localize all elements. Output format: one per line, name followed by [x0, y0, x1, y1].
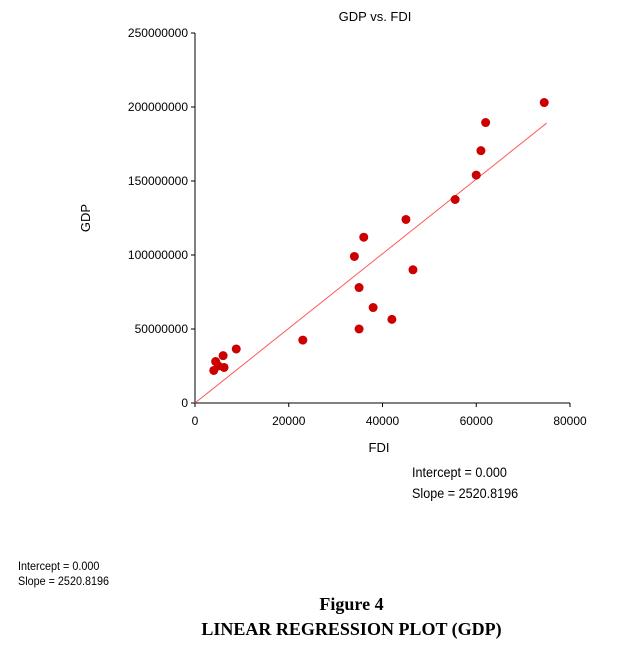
- regression-line: [194, 122, 547, 404]
- data-point: [401, 214, 411, 224]
- y-tick-label: 50000000: [135, 322, 189, 336]
- x-tick-label: 20000: [272, 414, 306, 428]
- y-tick-label: 100000000: [128, 248, 188, 262]
- y-tick-label: 150000000: [128, 174, 188, 188]
- x-tick-label: 60000: [460, 414, 494, 428]
- x-axis-label: FDI: [369, 440, 390, 455]
- data-point: [387, 314, 397, 324]
- y-tick-label: 250000000: [128, 26, 188, 40]
- data-points: [209, 98, 549, 375]
- data-point: [450, 195, 460, 204]
- x-tick-label: 0: [192, 414, 199, 428]
- x-axis-ticks: 0 20000 40000 60000 80000: [192, 403, 587, 428]
- y-axis-label: GDP: [78, 204, 93, 232]
- y-axis-ticks: 0 50000000 100000000 150000000 200000000 2500…: [128, 26, 195, 410]
- data-point: [368, 303, 378, 313]
- y-tick-label: 200000000: [128, 100, 188, 114]
- data-point: [298, 335, 308, 345]
- x-tick-label: 80000: [553, 414, 587, 428]
- data-point: [354, 324, 364, 334]
- data-point: [349, 251, 359, 261]
- data-point: [481, 118, 491, 128]
- figure-number: Figure 4: [319, 594, 384, 614]
- regression-stats-note: Intercept = 0.000 Slope = 2520.8196: [18, 559, 109, 589]
- data-point: [354, 283, 364, 293]
- data-point: [218, 351, 228, 361]
- slope-text: Slope = 2520.8196: [412, 485, 519, 501]
- data-point: [408, 265, 418, 275]
- data-point: [359, 232, 369, 242]
- x-tick-label: 40000: [366, 414, 400, 428]
- regression-stats-box: Intercept = 0.000 Slope = 2520.8196: [412, 462, 518, 504]
- slope-note-text: Slope = 2520.8196: [18, 574, 109, 588]
- y-tick-label: 0: [181, 396, 188, 410]
- axes: [194, 33, 570, 404]
- data-point: [231, 344, 241, 354]
- figure-caption: LINEAR REGRESSION PLOT (GDP): [201, 619, 502, 639]
- intercept-text: Intercept = 0.000: [412, 464, 507, 480]
- intercept-note-text: Intercept = 0.000: [18, 559, 100, 573]
- data-point: [471, 170, 481, 180]
- chart-title: GDP vs. FDI: [339, 9, 412, 24]
- data-point: [476, 146, 486, 156]
- data-point: [219, 362, 229, 372]
- data-point: [539, 98, 549, 108]
